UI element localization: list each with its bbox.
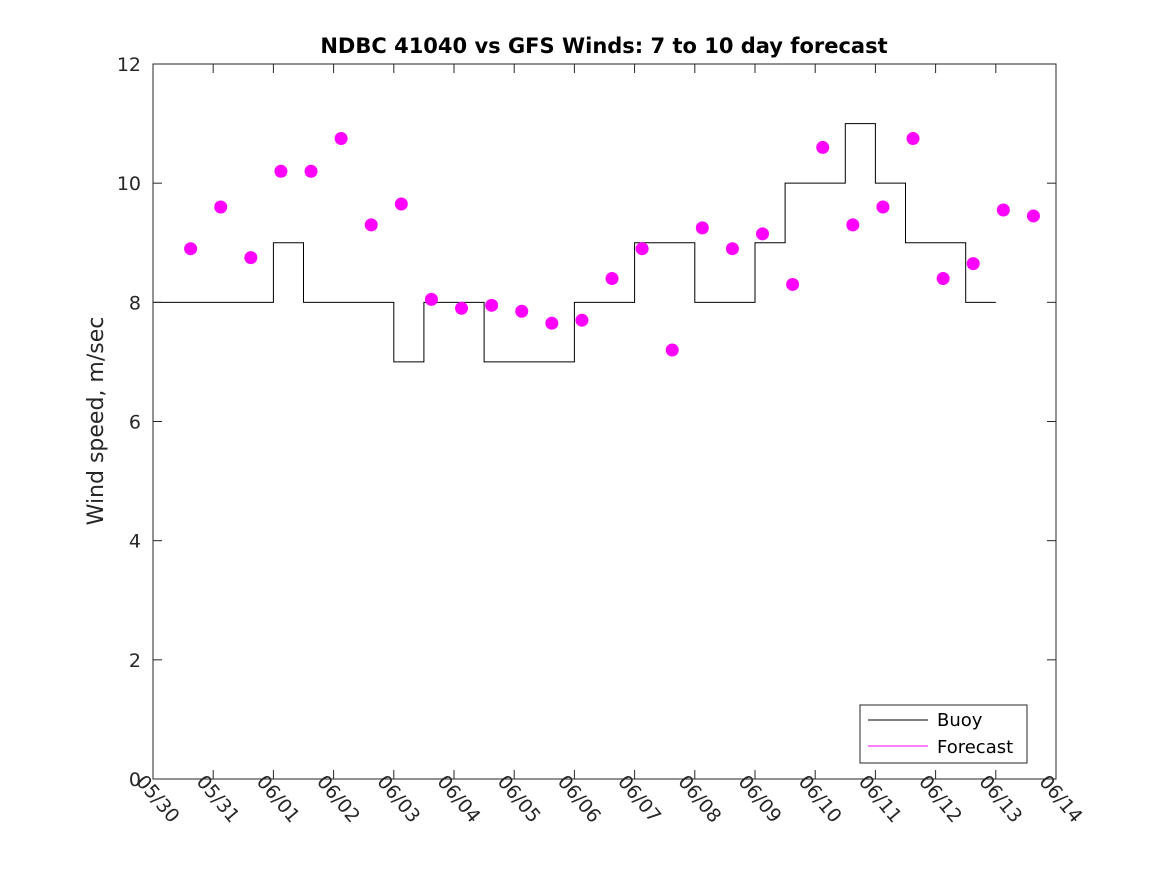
legend-buoy-label: Buoy: [937, 710, 983, 731]
forecast-point: [1026, 209, 1040, 223]
forecast-point: [906, 131, 920, 145]
forecast-point: [635, 242, 649, 256]
y-tick-label: 0: [129, 769, 141, 791]
forecast-point: [846, 218, 860, 232]
forecast-point: [725, 242, 739, 256]
forecast-point: [515, 304, 529, 318]
forecast-point: [936, 272, 950, 285]
chart-legend: Buoy Forecast: [859, 704, 1028, 764]
forecast-point: [424, 292, 438, 306]
forecast-point: [695, 221, 709, 235]
forecast-point: [876, 200, 890, 214]
forecast-point: [786, 277, 800, 291]
forecast-point: [394, 197, 408, 211]
forecast-point: [364, 218, 378, 232]
forecast-point: [274, 164, 288, 178]
y-tick-label: 8: [129, 292, 141, 314]
forecast-point: [756, 227, 770, 241]
y-tick-label: 4: [129, 531, 141, 553]
legend-forecast-label: Forecast: [937, 737, 1013, 758]
forecast-point: [996, 203, 1010, 217]
forecast-point: [605, 272, 619, 285]
y-tick-label: 2: [129, 650, 141, 672]
buoy-series-line: [153, 123, 996, 363]
forecast-point: [816, 140, 830, 154]
y-tick-label: 6: [129, 412, 141, 434]
y-tick-label: 10: [117, 173, 141, 195]
forecast-point: [184, 242, 198, 256]
y-axis-label: Wind speed, m/sec: [84, 317, 109, 526]
forecast-point: [304, 164, 318, 178]
chart-title: NDBC 41040 vs GFS Winds: 7 to 10 day for…: [320, 34, 887, 58]
forecast-point: [214, 200, 228, 214]
forecast-point: [665, 343, 679, 357]
forecast-point: [244, 251, 258, 265]
forecast-point: [485, 298, 499, 312]
legend-box: [859, 704, 1028, 764]
forecast-point: [455, 301, 469, 315]
y-tick-label: 12: [117, 54, 141, 76]
forecast-point: [966, 257, 980, 271]
forecast-point: [575, 313, 589, 327]
forecast-point: [334, 131, 348, 145]
forecast-point: [545, 316, 559, 330]
